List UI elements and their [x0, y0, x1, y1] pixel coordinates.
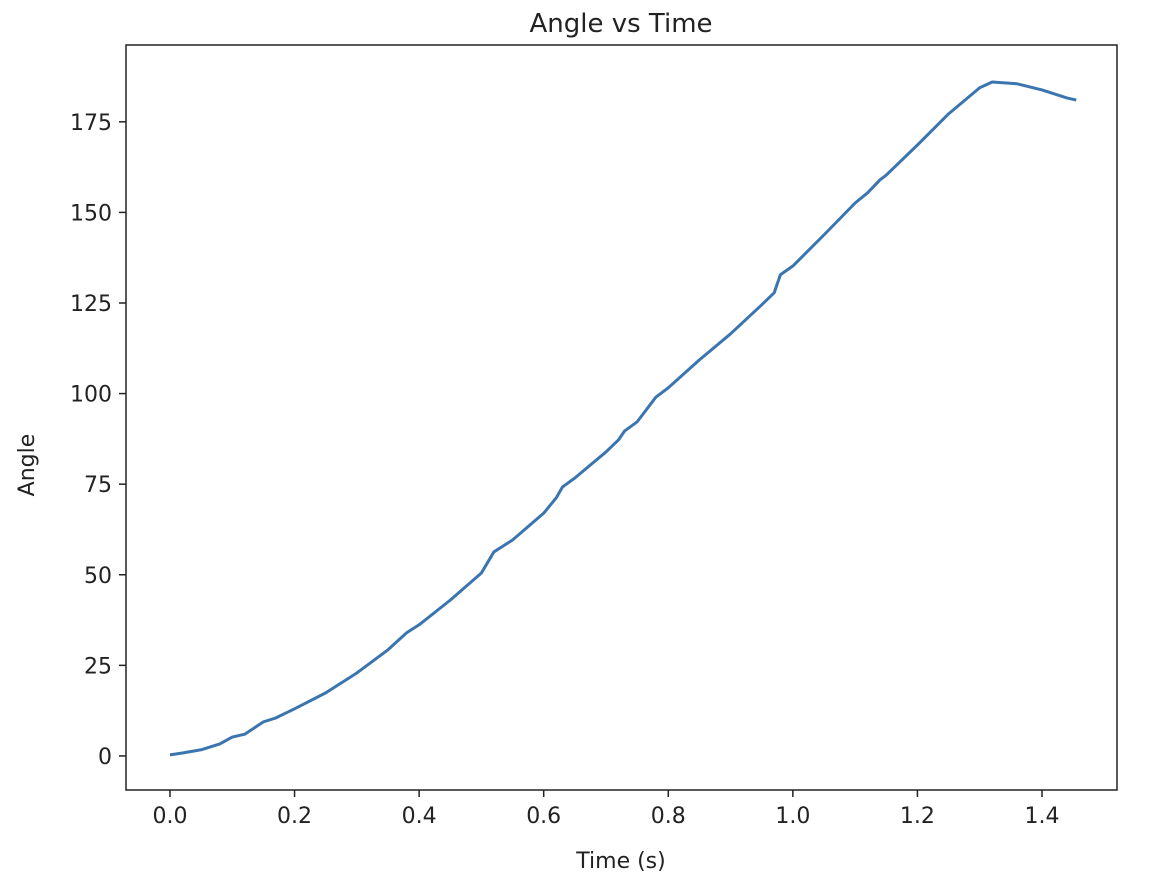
y-tick-label: 100 [70, 383, 112, 408]
x-tick-label: 0.2 [277, 804, 312, 829]
y-tick-label: 25 [84, 654, 112, 679]
chart-title: Angle vs Time [529, 9, 712, 39]
x-tick-label: 1.2 [900, 804, 935, 829]
y-tick-label: 125 [70, 292, 112, 317]
x-tick-label: 0.6 [526, 804, 561, 829]
y-tick-label: 50 [84, 564, 112, 589]
y-tick-label: 75 [84, 473, 112, 498]
x-tick-label: 1.0 [775, 804, 810, 829]
y-axis-label: Angle [15, 434, 40, 497]
x-tick-label: 0.0 [152, 804, 187, 829]
x-tick-label: 0.4 [402, 804, 437, 829]
x-axis-label: Time (s) [575, 849, 665, 874]
plot-frame [125, 44, 1118, 791]
y-tick-label: 150 [70, 201, 112, 226]
x-tick-label: 0.8 [651, 804, 686, 829]
x-tick-label: 1.4 [1025, 804, 1060, 829]
line [169, 80, 1077, 757]
y-tick-label: 0 [98, 745, 112, 770]
y-tick-label: 175 [70, 111, 112, 136]
